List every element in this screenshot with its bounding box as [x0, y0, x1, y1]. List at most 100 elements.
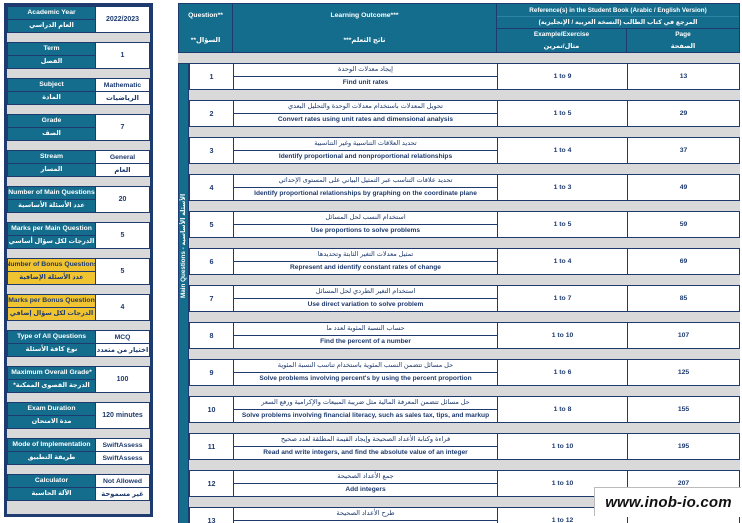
row-separator	[189, 164, 740, 174]
info-separator	[7, 501, 150, 514]
info-value-cell: 100	[96, 366, 150, 393]
info-separator	[7, 105, 150, 114]
info-label-en: Exam Duration	[8, 403, 95, 416]
table-row-6: 6 تمثيل معدلات التغير الثابتة وتحديدها R…	[189, 248, 740, 275]
info-label-ar: المادة	[42, 93, 61, 101]
row-separator	[189, 460, 740, 470]
info-label-ar: الدرجة القصوى الممكنة*	[13, 381, 90, 389]
info-label: Academic Year العام الدراسي	[7, 6, 96, 33]
info-value-cell: 5	[96, 222, 150, 249]
info-value-cell: 5	[96, 258, 150, 285]
row-separator	[189, 238, 740, 248]
page-cell: 125	[677, 369, 690, 376]
table-row-5: 5 استخدام النسب لحل المسائل Use proporti…	[189, 211, 740, 238]
row-separator	[189, 201, 740, 211]
learning-outcome-cell: جمع الأعداد الصحيحة Add integers	[234, 471, 498, 496]
info-separator	[7, 249, 150, 258]
outcome-ar: قراءة وكتابة الأعداد الصحيحة وإيجاد القي…	[234, 434, 497, 447]
page-cell: 13	[679, 73, 688, 80]
info-value-cell: 120 minutes	[96, 402, 150, 429]
question-number: 13	[190, 508, 234, 523]
info-value-cell: 7	[96, 114, 150, 141]
page-cell: 85	[679, 295, 688, 302]
references-title-ar: المرجع في كتاب الطالب (النسخة العربية / …	[497, 17, 739, 29]
question-number: 7	[190, 286, 234, 311]
info-label: Number of Main Questions عدد الأسئلة الأ…	[7, 186, 96, 213]
question-number: 4	[190, 175, 234, 200]
outcome-en: Identify proportional relationships by g…	[254, 189, 477, 197]
outcome-en: Convert rates using unit rates and dimen…	[277, 115, 454, 123]
watermark-badge: www.inob-io.com	[595, 488, 742, 517]
header-separator	[178, 53, 740, 63]
col-header-references: Reference(s) in the Student Book (Arabic…	[497, 3, 740, 53]
outcome-ar: تحديد علاقات التناسب عبر التمثيل البياني…	[234, 175, 497, 188]
question-number: 1	[190, 64, 234, 89]
info-separator	[7, 465, 150, 474]
learning-outcome-cell: حل مسائل تتضمن المعرفة المالية مثل ضريبة…	[234, 397, 498, 422]
info-separator	[7, 69, 150, 78]
info-block-term: Term الفصل 1	[7, 42, 150, 69]
info-value-ar: الرياضيات	[106, 95, 139, 102]
outcome-ar: تمثيل معدلات التغير الثابتة وتحديدها	[234, 249, 497, 262]
page-cell: 69	[679, 258, 688, 265]
col-header-page-en: Page	[675, 31, 691, 38]
info-label-en: Maximum Overall Grade*	[8, 367, 95, 380]
exam-info-panel: Academic Year العام الدراسي 2022/2023 Te…	[4, 3, 153, 517]
info-label-en: Academic Year	[8, 7, 95, 20]
col-header-page-ar: الصفحة	[670, 43, 696, 50]
learning-outcome-cell: قراءة وكتابة الأعداد الصحيحة وإيجاد القي…	[234, 434, 498, 459]
info-label: Marks per Main Question الدرجات لكل سؤال…	[7, 222, 96, 249]
info-value-en: SwiftAssess	[96, 439, 149, 452]
info-label-en: Marks per Bonus Question	[8, 295, 95, 308]
info-value: 5	[120, 232, 125, 239]
example-exercise-cell: 1 to 7	[498, 286, 628, 311]
info-label-en: Term	[8, 43, 95, 56]
table-row-1: 1 إيجاد معدلات الوحدة Find unit rates 1 …	[189, 63, 740, 90]
watermark-link[interactable]: www.inob-io.com	[605, 494, 732, 511]
example-exercise-cell: 1 to 9	[498, 64, 628, 89]
info-block-type-of-all-questions: Type of All Questions نوع كافة الأسئلة M…	[7, 330, 150, 357]
info-value-cell: 20	[96, 186, 150, 213]
col-header-outcome-en: Learning Outcome***	[330, 12, 399, 20]
table-row-10: 10 حل مسائل تتضمن المعرفة المالية مثل ضر…	[189, 396, 740, 423]
info-block-grade: Grade الصف 7	[7, 114, 150, 141]
info-label-ar: المسار	[40, 165, 63, 173]
specification-table: Question** السؤال** Learning Outcome*** …	[178, 3, 740, 523]
outcome-ar: إيجاد معدلات الوحدة	[234, 64, 497, 77]
info-value-cell: Not Allowed غير مسموحة	[96, 474, 150, 501]
row-separator	[189, 349, 740, 359]
outcome-ar: حساب النسبة المئوية لعدد ما	[234, 323, 497, 336]
learning-outcome-cell: تحويل المعدلات باستخدام معدلات الوحدة وا…	[234, 101, 498, 126]
info-label: Marks per Bonus Question الدرجات لكل سؤا…	[7, 294, 96, 321]
example-exercise-cell: 1 to 10	[498, 434, 628, 459]
info-label-ar: مدة الامتحان	[31, 417, 72, 425]
info-label-en: Grade	[8, 115, 95, 128]
info-value: 5	[120, 268, 125, 275]
learning-outcome-cell: استخدام النسب لحل المسائل Use proportion…	[234, 212, 498, 237]
info-value-cell: MCQ اختيار من متعدد	[96, 330, 150, 357]
question-number: 3	[190, 138, 234, 163]
info-value-ar: SwiftAssess	[102, 454, 143, 462]
info-value: 4	[120, 304, 125, 311]
col-header-page: Page الصفحة	[627, 29, 739, 52]
page-cell: 29	[679, 110, 688, 117]
info-value-cell: 1	[96, 42, 150, 69]
info-separator	[7, 141, 150, 150]
row-separator	[189, 127, 740, 137]
outcome-en: Solve problems involving percent's by us…	[259, 374, 472, 382]
col-header-question-ar: السؤال**	[190, 36, 221, 44]
learning-outcome-cell: حل مسائل تتضمن النسب المئوية باستخدام تن…	[234, 360, 498, 385]
row-separator	[189, 497, 740, 507]
info-label-ar: عدد الأسئلة الإضافية	[19, 273, 84, 281]
info-block-subject: Subject المادة Mathematic الرياضيات	[7, 78, 150, 105]
info-block-number-of-main-questions: Number of Main Questions عدد الأسئلة الأ…	[7, 186, 150, 213]
info-separator	[7, 321, 150, 330]
learning-outcome-cell: تمثيل معدلات التغير الثابتة وتحديدها Rep…	[234, 249, 498, 274]
info-label-en: Mode of Implementation	[8, 439, 95, 452]
table-row-7: 7 استخدام التغير الطردي لحل المسائل Use …	[189, 285, 740, 312]
outcome-en: Find unit rates	[342, 78, 389, 86]
info-value-en: General	[96, 151, 149, 164]
outcome-ar: جمع الأعداد الصحيحة	[234, 471, 497, 484]
outcome-en: Use direct variation to solve problem	[307, 300, 424, 308]
